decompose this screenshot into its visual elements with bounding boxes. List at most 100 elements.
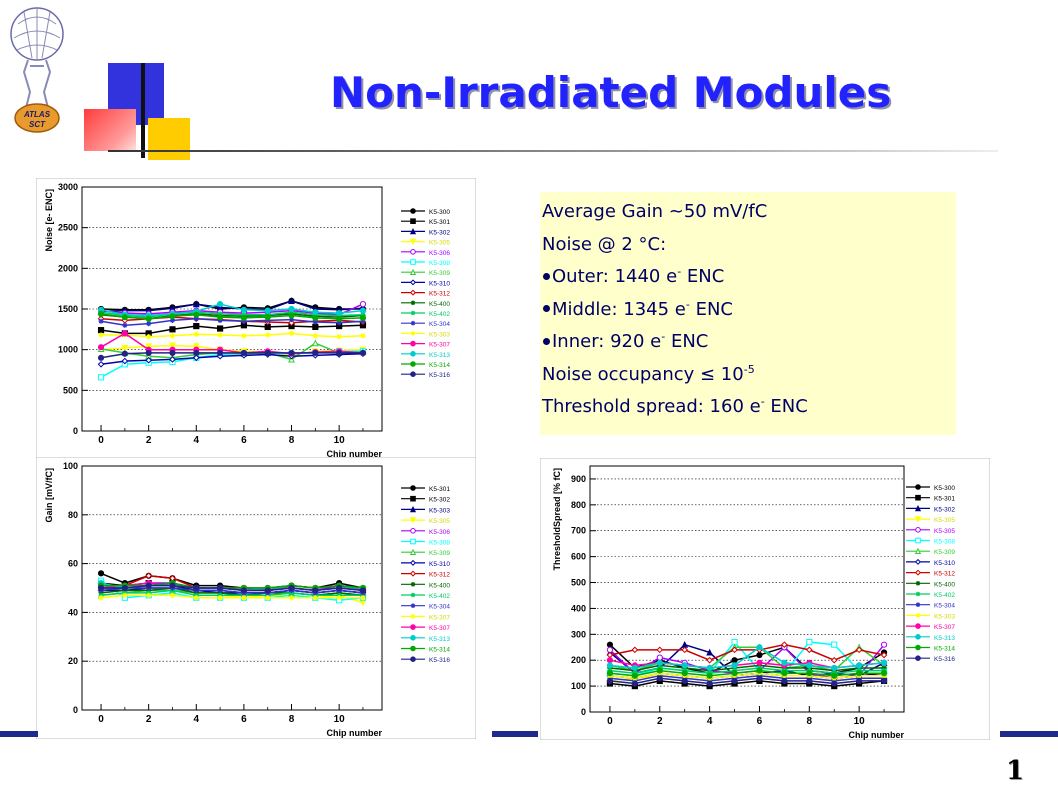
x-tick-label: 8 (289, 435, 295, 446)
legend-marker (915, 591, 921, 597)
series-line (609, 674, 885, 682)
data-point (880, 641, 888, 648)
legend-label: K5-313 (429, 636, 450, 643)
data-point (856, 670, 863, 677)
legend-marker (915, 494, 921, 501)
logo-text-sct: SCT (29, 120, 46, 129)
legend-label: K5-312 (934, 571, 955, 578)
data-point (264, 349, 271, 357)
data-point (856, 677, 863, 685)
data-point (217, 332, 223, 338)
bullet-icon (543, 272, 550, 280)
data-point (193, 322, 200, 330)
data-point (631, 646, 639, 654)
x-tick-label: 10 (334, 714, 346, 725)
data-point (264, 314, 271, 321)
series-line (100, 324, 364, 335)
legend-label: K5-304 (429, 604, 450, 611)
legend-label: K5-402 (429, 593, 450, 600)
data-point (631, 680, 638, 687)
data-point (288, 584, 295, 592)
legend-label: K5-313 (934, 635, 955, 642)
summary-superscript: -5 (743, 362, 755, 376)
data-point (336, 584, 343, 592)
legend-entry: K5-314 (906, 644, 955, 653)
legend-label: K5-316 (429, 657, 450, 664)
x-tick-label: 0 (98, 435, 104, 446)
data-point (756, 644, 763, 651)
legend-label: K5-305 (429, 240, 450, 247)
data-point (98, 595, 104, 601)
series-k5-316 (606, 675, 888, 687)
legend-entry: K5-313 (401, 351, 450, 359)
x-tick-label: 8 (289, 714, 295, 725)
atlas-sct-logo: ATLAS SCT (10, 7, 64, 133)
data-point (121, 350, 128, 357)
data-point (169, 592, 176, 598)
legend-label: K5-400 (429, 582, 450, 589)
legend-entry: K5-306 (401, 528, 450, 536)
legend-entry: K5-313 (906, 634, 955, 642)
data-point (880, 651, 888, 659)
legend-label: K5-302 (429, 497, 450, 504)
legend-label: K5-306 (429, 250, 450, 257)
data-point (756, 667, 763, 674)
data-point (606, 662, 614, 669)
legend-marker (914, 547, 922, 554)
data-point (360, 318, 366, 324)
data-point (756, 651, 763, 659)
y-tick-label: 1000 (58, 345, 78, 355)
legend-marker (410, 259, 416, 265)
y-tick-label: 100 (571, 681, 586, 691)
series-line (609, 646, 885, 669)
data-point (336, 334, 342, 340)
summary-superscript: - (760, 395, 765, 408)
data-point (146, 334, 152, 340)
y-tick-label: 600 (571, 552, 586, 562)
data-point (880, 670, 888, 677)
data-point (216, 584, 224, 592)
legend-label: K5-310 (429, 280, 450, 287)
data-point (240, 306, 248, 313)
summary-text: Outer: 1440 e (552, 266, 678, 287)
legend-label: K5-316 (429, 372, 450, 379)
y-tick-label: 700 (571, 526, 586, 536)
series-line (100, 311, 364, 318)
legend-entry: K5-309 (906, 547, 955, 556)
legend-marker (410, 495, 416, 502)
legend-marker (409, 559, 417, 566)
legend-marker (410, 614, 416, 619)
data-point (806, 670, 813, 677)
series-line (101, 332, 364, 338)
legend-entry: K5-400 (401, 300, 450, 308)
legend-marker (409, 505, 417, 513)
series-line (100, 352, 363, 359)
x-tick-label: 0 (98, 714, 104, 725)
legend-marker (915, 623, 921, 629)
y-tick-label: 0 (581, 707, 586, 717)
data-point (192, 343, 200, 351)
series-line (100, 589, 363, 597)
data-point (97, 354, 105, 361)
legend-marker (410, 635, 416, 641)
y-tick-label: 80 (68, 510, 78, 520)
series-k5-314 (97, 310, 367, 322)
legend-label: K5-303 (934, 613, 955, 620)
data-point (681, 662, 688, 669)
legend-entry: K5-314 (401, 361, 450, 369)
legend-entry: K5-301 (401, 218, 450, 226)
legend-marker (914, 504, 922, 512)
data-point (731, 677, 738, 685)
data-point (831, 664, 838, 672)
data-point (264, 307, 271, 314)
series-line (100, 332, 364, 355)
data-point (98, 318, 104, 324)
legend-entry: K5-303 (401, 505, 450, 514)
data-point (756, 659, 763, 666)
legend-marker (410, 361, 416, 367)
data-point (241, 318, 247, 324)
data-point (288, 312, 295, 319)
data-point (781, 677, 788, 685)
legend-label: K5-303 (429, 507, 450, 514)
legend-entry: K5-307 (401, 624, 450, 632)
